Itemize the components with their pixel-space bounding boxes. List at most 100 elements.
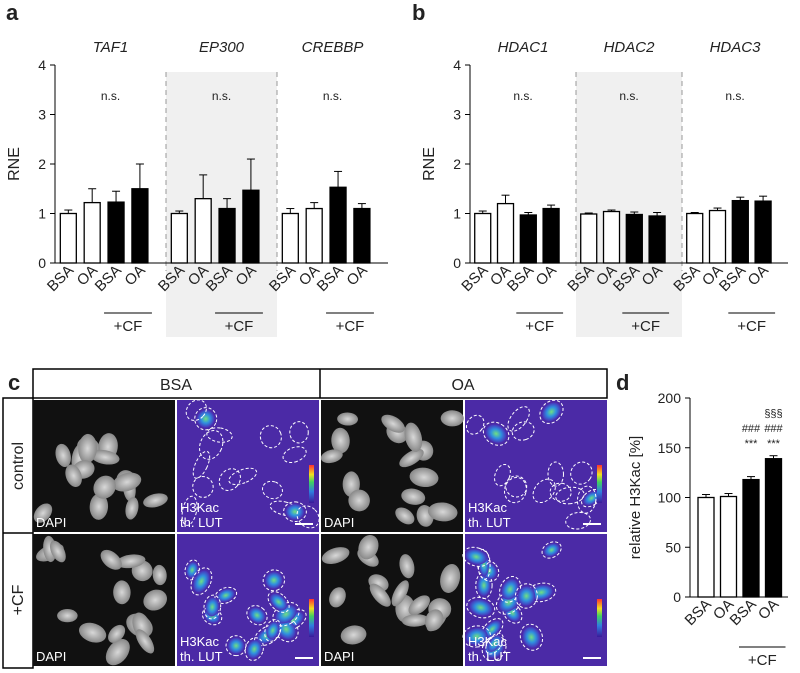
- group-shade: [576, 72, 682, 337]
- x-tick-label: BSA: [716, 262, 749, 295]
- row-label: +CF: [10, 584, 27, 615]
- bar: [218, 207, 236, 264]
- channel-label: DAPI: [324, 515, 354, 530]
- nucleus: [369, 583, 391, 607]
- bar: [731, 199, 749, 264]
- nucleus: [143, 493, 168, 508]
- nucleus-outline: [565, 511, 591, 530]
- nucleus: [358, 534, 379, 560]
- significance: n.s.: [619, 89, 638, 103]
- bar: [542, 207, 560, 264]
- nucleus: [152, 564, 167, 586]
- nucleus: [100, 549, 122, 570]
- y-axis-label: relative H3Kac [%]: [627, 436, 644, 559]
- y-tick-label: 3: [453, 107, 461, 123]
- y-tick-label: 2: [38, 156, 46, 172]
- nucleus: [401, 488, 426, 505]
- nucleus-outline: [485, 632, 504, 655]
- nucleus: [89, 493, 109, 520]
- nucleus: [320, 449, 343, 464]
- nucleus-signal: [465, 549, 487, 565]
- y-tick-label: 0: [673, 589, 681, 605]
- panel-label: a: [6, 0, 19, 25]
- nucleus-outline: [581, 488, 602, 508]
- nucleus-outline: [272, 601, 300, 627]
- nucleus-signal: [248, 607, 266, 623]
- nucleus-outline: [481, 635, 507, 661]
- bar: [742, 478, 760, 598]
- bracket-label: +CF: [525, 318, 554, 335]
- nucleus: [337, 412, 359, 426]
- x-tick-label: BSA: [314, 262, 347, 295]
- nucleus-signal: [217, 588, 235, 602]
- nucleus-signal: [487, 635, 502, 652]
- nucleus-outline: [190, 567, 213, 596]
- bar: [686, 212, 704, 264]
- significance: §§§: [764, 408, 782, 420]
- bar: [83, 201, 101, 264]
- channel-label: th. LUT: [180, 515, 223, 530]
- nucleus-outline: [576, 485, 597, 514]
- x-tick-label: OA: [755, 596, 782, 623]
- bar: [281, 212, 299, 264]
- nucleus-outline: [282, 446, 307, 464]
- x-tick-label: OA: [533, 262, 560, 289]
- nucleus-outline: [262, 569, 286, 592]
- significance: n.s.: [513, 89, 532, 103]
- bar: [59, 212, 77, 264]
- nucleus: [113, 580, 131, 605]
- nucleus-outline: [184, 559, 200, 581]
- nucleus-outline: [214, 586, 238, 604]
- significance: n.s.: [323, 89, 342, 103]
- nucleus: [408, 595, 431, 616]
- channel-label: th. LUT: [180, 649, 223, 664]
- y-tick-label: 0: [38, 255, 46, 271]
- nucleus: [399, 448, 424, 468]
- nucleus: [395, 507, 415, 525]
- significance: ###: [764, 423, 783, 435]
- nucleus-outline: [261, 480, 283, 500]
- nucleus: [135, 629, 155, 654]
- y-tick-label: 1: [38, 206, 46, 222]
- bar: [474, 212, 492, 264]
- bar: [305, 207, 323, 264]
- nucleus-outline: [507, 406, 530, 432]
- x-tick-label: OA: [121, 262, 148, 289]
- nucleus-outline: [503, 476, 527, 504]
- row-label: control: [10, 442, 27, 490]
- nucleus: [381, 414, 405, 433]
- y-axis-label: RNE: [6, 147, 23, 181]
- nucleus-outline: [244, 637, 264, 661]
- nucleus-signal: [483, 620, 501, 638]
- nucleus-signal: [469, 599, 492, 616]
- nucleus-outline: [465, 414, 485, 435]
- nucleus-outline: [555, 486, 585, 505]
- nucleus-outline: [185, 399, 207, 421]
- micrograph: DAPI: [320, 400, 464, 532]
- y-tick-label: 3: [38, 107, 46, 123]
- nucleus: [427, 502, 458, 522]
- nucleus: [440, 563, 461, 593]
- bar: [708, 209, 727, 264]
- channel-label: H3Kac: [468, 500, 508, 515]
- nucleus: [409, 467, 439, 488]
- bar: [131, 188, 149, 264]
- nucleus-outline: [192, 476, 214, 498]
- y-tick-label: 200: [658, 390, 682, 406]
- nucleus-outline: [181, 495, 198, 526]
- nucleus-signal: [276, 619, 296, 640]
- x-tick-label: OA: [343, 262, 370, 289]
- group-title: CREBBP: [302, 39, 364, 56]
- significance: ###: [742, 423, 761, 435]
- bar: [580, 213, 598, 264]
- nucleus: [125, 497, 139, 520]
- nucleus: [143, 589, 168, 611]
- channel-label: th. LUT: [468, 515, 511, 530]
- bar: [170, 212, 188, 264]
- nucleus: [57, 609, 78, 623]
- group-title: HDAC3: [710, 39, 762, 56]
- nucleus-outline: [192, 450, 211, 479]
